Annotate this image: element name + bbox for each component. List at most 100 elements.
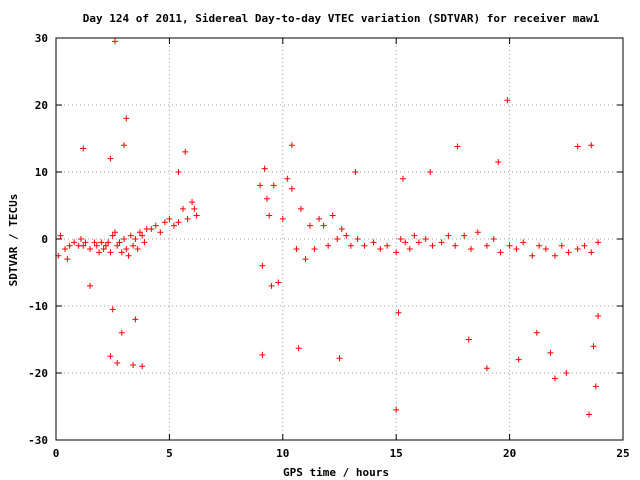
data-point — [316, 215, 323, 222]
data-point — [152, 222, 159, 229]
data-point — [454, 143, 461, 150]
y-tick-label: -20 — [28, 367, 48, 380]
data-point — [139, 232, 146, 239]
data-point — [266, 212, 273, 219]
data-point — [189, 199, 196, 206]
x-tick-label: 10 — [276, 447, 289, 460]
data-point — [157, 229, 164, 236]
data-point — [302, 256, 309, 263]
data-point — [80, 242, 87, 249]
data-point — [132, 316, 139, 323]
data-point — [422, 236, 429, 242]
data-point — [393, 249, 400, 256]
data-point — [80, 145, 87, 152]
x-tick-label: 5 — [166, 447, 173, 460]
data-point — [288, 142, 295, 149]
data-point — [182, 148, 189, 155]
data-point — [111, 229, 118, 236]
data-point — [336, 355, 343, 362]
data-point — [66, 242, 73, 249]
data-point — [259, 262, 266, 269]
data-point — [263, 195, 270, 202]
data-point — [96, 249, 103, 256]
data-point — [595, 239, 602, 246]
data-point — [141, 239, 148, 246]
data-point — [592, 383, 599, 390]
grid-lines — [56, 38, 623, 440]
data-point — [193, 212, 200, 219]
data-point — [297, 205, 304, 212]
data-point — [107, 155, 114, 162]
data-point — [293, 246, 300, 253]
data-point — [107, 249, 114, 256]
data-point — [93, 242, 100, 249]
data-point — [148, 225, 155, 232]
data-point — [191, 205, 198, 212]
data-point — [547, 349, 554, 356]
data-point — [130, 242, 137, 249]
data-point — [107, 353, 114, 360]
data-point — [506, 242, 513, 249]
data-point — [497, 249, 504, 256]
x-tick-label: 20 — [503, 447, 516, 460]
data-point — [57, 232, 64, 239]
data-point — [64, 256, 71, 263]
data-point — [551, 375, 558, 382]
data-point — [343, 232, 350, 239]
data-point — [542, 246, 549, 253]
y-axis-ticks: -30 -20 -10 0 10 20 30 — [28, 32, 623, 447]
y-axis-label: SDTVAR / TECUs — [7, 194, 20, 287]
data-point — [175, 169, 182, 175]
data-point — [62, 246, 69, 253]
data-point — [354, 236, 361, 242]
data-point — [483, 242, 490, 249]
x-axis-ticks: 0 5 10 15 20 25 — [53, 38, 630, 460]
data-point — [284, 175, 291, 182]
data-point — [574, 143, 581, 150]
data-point — [184, 215, 191, 222]
data-point — [127, 232, 134, 239]
data-point — [334, 236, 341, 242]
data-point — [347, 242, 354, 249]
data-point — [111, 38, 118, 45]
data-point — [588, 142, 595, 149]
data-point — [406, 246, 413, 253]
data-point — [452, 242, 459, 249]
data-point — [513, 246, 520, 253]
data-point — [529, 252, 536, 259]
data-point — [123, 246, 130, 253]
y-tick-label: 30 — [35, 32, 48, 45]
data-point — [139, 363, 146, 370]
data-point — [558, 242, 565, 249]
y-tick-label: 20 — [35, 99, 48, 112]
data-point — [132, 236, 139, 242]
data-point — [87, 282, 94, 289]
data-point — [136, 229, 143, 236]
data-point — [536, 242, 543, 249]
data-point — [118, 249, 125, 256]
data-point — [91, 239, 98, 246]
data-point — [118, 329, 125, 336]
data-point — [393, 406, 400, 413]
data-point — [465, 336, 472, 343]
data-point — [116, 239, 123, 246]
data-point — [161, 219, 168, 226]
data-point — [279, 215, 286, 222]
data-point — [82, 239, 89, 246]
data-point — [259, 351, 266, 358]
data-point — [427, 169, 434, 175]
data-point — [397, 236, 404, 242]
data-point — [581, 242, 588, 249]
data-point — [320, 222, 327, 229]
data-point — [175, 219, 182, 226]
data-point — [325, 242, 332, 249]
data-point — [402, 239, 409, 246]
data-point — [483, 365, 490, 372]
data-point — [307, 222, 314, 229]
data-point — [87, 246, 94, 253]
data-point — [384, 242, 391, 249]
data-point — [180, 205, 187, 212]
data-point — [130, 361, 137, 368]
data-point — [445, 232, 452, 239]
data-point — [123, 115, 130, 122]
